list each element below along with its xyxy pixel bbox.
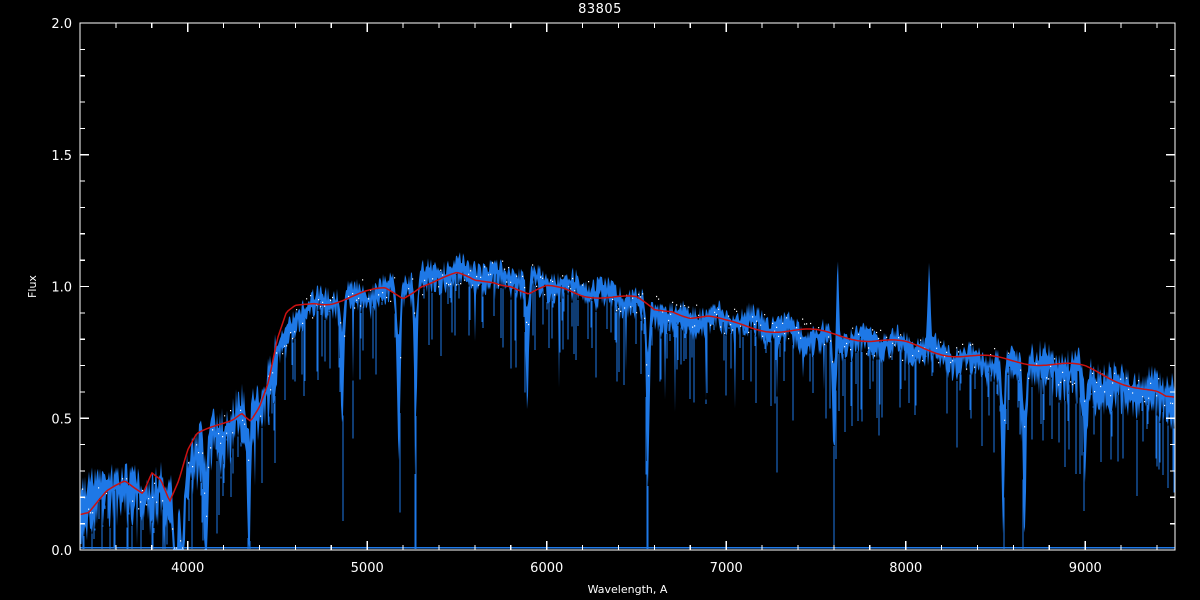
x-tick-label: 4000 bbox=[171, 561, 204, 576]
data-series-layer bbox=[79, 252, 1175, 550]
y-tick-label: 2.0 bbox=[51, 17, 72, 32]
x-tick-label: 6000 bbox=[530, 561, 563, 576]
x-axis-label: Wavelength, A bbox=[588, 583, 668, 596]
x-tick-label: 7000 bbox=[710, 561, 743, 576]
y-tick-label: 1.0 bbox=[51, 281, 72, 296]
axis-labels-layer: 4000 5000 6000 7000 8000 9000 0.0 0.5 1.0 1.5 2.0 W… bbox=[26, 17, 1102, 596]
page-title: 83805 bbox=[578, 2, 622, 17]
observed-spectrum-absorption-sticks bbox=[80, 270, 1175, 550]
y-tick-label: 0.0 bbox=[51, 544, 72, 559]
y-axis-label: Flux bbox=[26, 275, 39, 298]
y-tick-label: 1.5 bbox=[51, 149, 72, 164]
axes-layer bbox=[79, 22, 1176, 551]
x-tick-label: 9000 bbox=[1069, 561, 1102, 576]
x-tick-label: 8000 bbox=[889, 561, 922, 576]
x-tick-label: 5000 bbox=[351, 561, 384, 576]
model-fit-curve bbox=[79, 271, 1175, 516]
plot-frame bbox=[79, 22, 1176, 551]
observed-spectrum-band bbox=[80, 252, 1175, 550]
y-tick-label: 0.5 bbox=[51, 412, 72, 427]
